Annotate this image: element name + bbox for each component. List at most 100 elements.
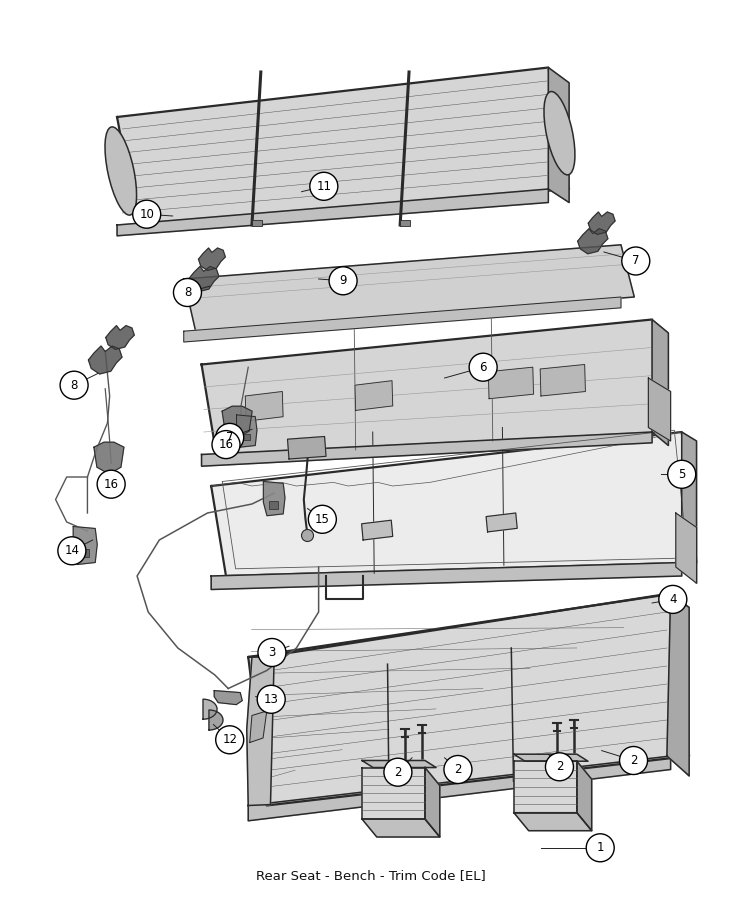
Text: 7: 7 [226,431,233,444]
Text: 16: 16 [219,438,233,451]
Bar [252,220,262,226]
Polygon shape [648,378,671,441]
Polygon shape [362,760,436,768]
Circle shape [384,758,412,787]
Circle shape [97,470,125,499]
Polygon shape [362,819,440,837]
Polygon shape [222,406,252,436]
Polygon shape [106,326,134,349]
Polygon shape [189,266,219,292]
Polygon shape [486,513,517,532]
Text: 14: 14 [64,544,79,557]
Bar [269,501,278,508]
Text: 2: 2 [556,760,563,773]
Polygon shape [250,711,267,742]
Circle shape [622,247,650,275]
Polygon shape [202,432,652,466]
Polygon shape [248,594,689,806]
Circle shape [216,423,244,452]
Polygon shape [184,245,634,331]
Polygon shape [211,432,697,576]
Polygon shape [514,761,576,813]
Polygon shape [247,657,274,806]
Text: 8: 8 [184,286,191,299]
Text: 9: 9 [339,274,347,287]
Polygon shape [88,346,122,374]
Polygon shape [94,442,124,472]
Polygon shape [211,562,682,590]
Text: 13: 13 [264,693,279,706]
Polygon shape [362,520,393,540]
Polygon shape [117,189,548,236]
Text: 6: 6 [479,361,487,374]
Polygon shape [578,229,608,254]
Text: 5: 5 [678,468,685,481]
Polygon shape [362,768,425,819]
Polygon shape [117,68,569,225]
Bar [242,434,250,440]
Polygon shape [263,482,285,516]
Circle shape [619,746,648,775]
Text: 12: 12 [222,734,237,746]
Polygon shape [548,68,569,203]
Text: 16: 16 [104,478,119,491]
Circle shape [659,585,687,614]
Polygon shape [202,320,668,454]
Circle shape [58,536,86,565]
Circle shape [586,833,614,862]
Polygon shape [488,367,534,399]
Polygon shape [676,513,697,583]
Polygon shape [209,710,223,730]
Polygon shape [514,813,591,831]
Circle shape [545,752,574,781]
Polygon shape [671,594,689,776]
Circle shape [302,529,313,542]
Circle shape [258,638,286,667]
Text: Rear Seat - Bench - Trim Code [EL]: Rear Seat - Bench - Trim Code [EL] [256,869,485,882]
Polygon shape [245,392,283,421]
Polygon shape [184,297,621,342]
Polygon shape [576,761,591,831]
Circle shape [216,725,244,754]
Circle shape [173,278,202,307]
Text: 4: 4 [669,593,677,606]
Circle shape [257,685,285,714]
Text: 8: 8 [70,379,78,392]
Circle shape [469,353,497,382]
Polygon shape [199,248,225,270]
Polygon shape [588,212,615,234]
Circle shape [133,200,161,229]
Polygon shape [355,381,393,410]
Circle shape [668,460,696,489]
Polygon shape [652,320,668,446]
Circle shape [310,172,338,201]
Text: 7: 7 [632,255,639,267]
Polygon shape [514,754,588,761]
Circle shape [308,505,336,534]
Ellipse shape [105,127,136,215]
Bar [400,220,410,226]
Circle shape [444,755,472,784]
Polygon shape [540,364,585,396]
Text: 2: 2 [394,766,402,778]
Text: 1: 1 [597,842,604,854]
Text: 11: 11 [316,180,331,193]
Polygon shape [667,594,689,776]
Text: 3: 3 [268,646,276,659]
Polygon shape [73,526,97,564]
Circle shape [212,430,240,459]
Polygon shape [682,432,697,583]
Text: 2: 2 [630,754,637,767]
Polygon shape [236,415,257,447]
Ellipse shape [544,92,575,175]
Polygon shape [248,756,671,821]
Circle shape [329,266,357,295]
Polygon shape [214,690,242,705]
Circle shape [60,371,88,400]
Polygon shape [203,699,217,719]
Text: 15: 15 [315,513,330,526]
Polygon shape [288,436,326,459]
Text: 10: 10 [139,208,154,220]
Polygon shape [425,768,440,837]
Bar [79,548,89,556]
